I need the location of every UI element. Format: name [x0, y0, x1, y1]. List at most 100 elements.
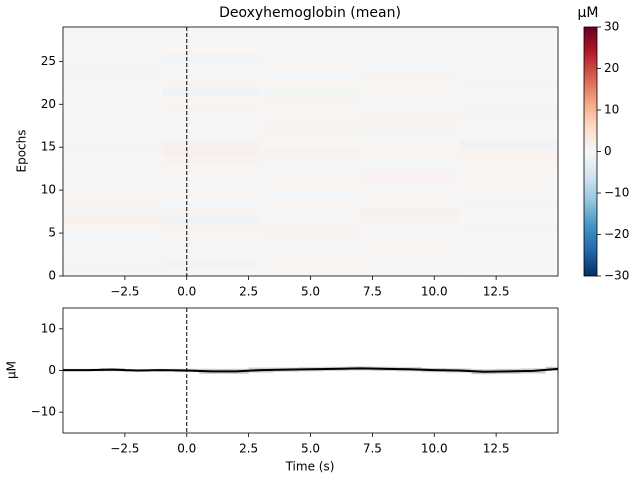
heatmap-cell: [360, 207, 460, 217]
heatmap-cell: [63, 27, 163, 36]
x-tick-label: 12.5: [483, 285, 510, 299]
heatmap-cell: [261, 27, 361, 36]
heatmap-cell: [162, 198, 262, 208]
heatmap-cell: [459, 207, 559, 217]
heatmap-cell: [459, 215, 559, 225]
colorbar-tick-label: 20: [604, 61, 619, 75]
heatmap-cell: [162, 112, 262, 122]
heatmap-cell: [360, 121, 460, 131]
x-tick-label: 2.5: [239, 285, 258, 299]
heatmap-cell: [459, 121, 559, 131]
heatmap-cell: [360, 224, 460, 234]
y-axis-label: µM: [5, 361, 19, 379]
heatmap-cell: [63, 87, 163, 96]
heatmap-cell: [459, 233, 559, 242]
heatmap-cell: [360, 44, 460, 54]
heatmap-cell: [459, 35, 559, 45]
heatmap-cell: [261, 138, 361, 148]
heatmap-cell: [63, 69, 163, 79]
heatmap-cell: [360, 258, 460, 268]
heatmap-cell: [459, 27, 559, 36]
heatmap-cell: [360, 78, 460, 88]
heatmap-cell: [360, 27, 460, 36]
x-tick-label: −2.5: [110, 442, 139, 456]
heatmap-cell: [459, 52, 559, 62]
heatmap-cell: [360, 155, 460, 165]
heatmap-cell: [261, 267, 361, 277]
heatmap-cell: [162, 78, 262, 88]
colorbar-label: µM: [578, 5, 599, 21]
y-tick-label: 10: [41, 183, 56, 197]
heatmap-cell: [63, 258, 163, 268]
heatmap-cell: [261, 241, 361, 251]
heatmap-cell: [360, 35, 460, 45]
x-tick-label: 2.5: [239, 442, 258, 456]
heatmap-cell: [261, 250, 361, 260]
y-tick-label: 15: [41, 140, 56, 154]
heatmap-cell: [162, 267, 262, 277]
x-tick-label: 5.0: [301, 285, 320, 299]
heatmap-cell: [162, 147, 262, 157]
heatmap-cell: [459, 190, 559, 200]
heatmap-cell: [63, 172, 163, 182]
heatmap-cell: [360, 95, 460, 105]
heatmap-cell: [63, 181, 163, 191]
heatmap-cell: [63, 61, 163, 71]
x-tick-label: −2.5: [110, 285, 139, 299]
heatmap-cell: [162, 215, 262, 225]
heatmap-cell: [360, 241, 460, 251]
heatmap-cell: [459, 147, 559, 157]
heatmap-cell: [63, 250, 163, 260]
heatmap-cell: [63, 138, 163, 148]
heatmap-cell: [162, 250, 262, 260]
heatmap-cell: [162, 241, 262, 251]
heatmap-cell: [459, 267, 559, 277]
heatmap-cell: [162, 121, 262, 131]
heatmap-cell: [459, 138, 559, 148]
heatmap-cell: [459, 172, 559, 182]
heatmap-cell: [360, 164, 460, 174]
heatmap-cell: [360, 69, 460, 79]
colorbar-tick-label: −10: [604, 186, 629, 200]
x-axis-label: Time (s): [285, 460, 335, 474]
heatmap-cell: [162, 69, 262, 79]
heatmap-cell: [261, 164, 361, 174]
heatmap-cell: [162, 233, 262, 242]
y-tick-label: 0: [48, 269, 56, 283]
heatmap-cell: [63, 198, 163, 208]
y-tick-label: 0: [48, 363, 56, 377]
heatmap-cell: [261, 207, 361, 217]
colorbar-tick-label: 0: [604, 144, 612, 158]
heatmap-cell: [360, 138, 460, 148]
y-tick-label: 5: [48, 226, 56, 240]
heatmap-cell: [261, 52, 361, 62]
heatmap-cell: [459, 87, 559, 96]
heatmap-cell: [459, 61, 559, 71]
heatmap-cell: [261, 121, 361, 131]
heatmap-cell: [162, 27, 262, 36]
colorbar: [583, 26, 598, 277]
heatmap-cell: [459, 44, 559, 54]
heatmap-cell: [360, 267, 460, 277]
heatmap-cell: [63, 224, 163, 234]
heatmap-cell: [459, 69, 559, 79]
heatmap-cell: [360, 190, 460, 200]
heatmap-cell: [162, 130, 262, 139]
heatmap-cell: [63, 104, 163, 114]
heatmap-cell: [63, 95, 163, 105]
heatmap-cell: [63, 78, 163, 88]
heatmap-cell: [162, 61, 262, 71]
heatmap-cell: [261, 147, 361, 157]
heatmap-cell: [261, 35, 361, 45]
heatmap-cell: [459, 112, 559, 122]
heatmap-cell: [459, 224, 559, 234]
heatmap-cell: [63, 147, 163, 157]
heatmap-cell: [459, 198, 559, 208]
heatmap-cell: [162, 138, 262, 148]
heatmap-cell: [162, 224, 262, 234]
heatmap-cell: [63, 164, 163, 174]
heatmap-cell: [63, 215, 163, 225]
heatmap-cell: [261, 198, 361, 208]
heatmap-cell: [459, 258, 559, 268]
